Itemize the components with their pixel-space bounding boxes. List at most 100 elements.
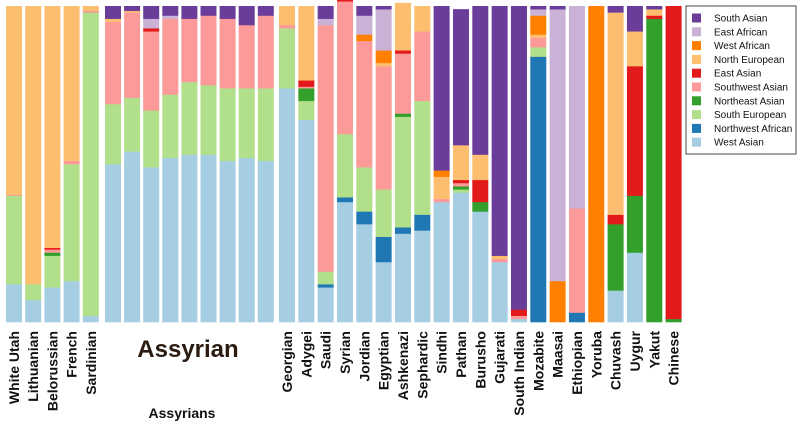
segment-west-asian [298, 119, 315, 323]
segment-west-asian [238, 157, 255, 323]
legend-swatch-northeast-asian [692, 96, 701, 106]
segment-west-asian [162, 157, 179, 323]
bar-burusho [472, 6, 489, 323]
segment-north-european [105, 18, 121, 23]
segment-west-asian [433, 201, 450, 323]
segment-north-european [394, 2, 411, 51]
population-labels: White Utah Lithuanian Belorussian French Sar… [6, 330, 682, 415]
segment-south-european [82, 12, 99, 316]
assyrian-group-label: Assyrian [137, 336, 238, 363]
segment-north-european [491, 255, 508, 260]
segment-southwest-asian [298, 86, 315, 89]
segment-west-asian [257, 160, 274, 323]
segment-west-african [530, 15, 547, 35]
bar-egyptian [375, 6, 392, 323]
bar-sephardic [414, 6, 431, 323]
legend-swatch-east-african [692, 27, 701, 37]
segment-north-european [279, 6, 295, 26]
segment-south-asian [510, 6, 527, 310]
segment-east-african [375, 9, 392, 51]
segment-north-european [63, 6, 80, 162]
segment-southwest-asian [433, 198, 450, 203]
segment-west-asian [452, 192, 469, 323]
segment-south-european [356, 167, 373, 212]
legend-label-east-asian: East Asian [714, 69, 761, 80]
legend-swatch-northwest-african [692, 123, 701, 133]
segment-north-european [414, 6, 431, 32]
segment-south-european [394, 116, 411, 228]
segment-east-african [317, 18, 334, 26]
legend-label-east-african: East African [714, 27, 767, 38]
segment-south-asian [607, 6, 624, 13]
segment-north-european [530, 34, 547, 38]
segment-north-european [124, 10, 141, 13]
segment-southwest-asian [530, 37, 547, 48]
tick-label-chinese: Chinese [666, 331, 682, 386]
segment-south-asian [491, 6, 508, 256]
segment-west-asian [25, 299, 42, 323]
legend-swatch-west-asian [692, 137, 701, 147]
segment-south-asian [219, 6, 236, 19]
segment-east-asian [298, 80, 315, 87]
segment-north-european [82, 6, 99, 12]
bar-assyrian-2 [124, 6, 141, 323]
segment-northwest-african [530, 56, 547, 323]
segment-southwest-asian [105, 21, 121, 105]
segment-west-asian [181, 154, 198, 323]
segment-east-african [530, 9, 547, 16]
segment-south-european [530, 47, 547, 57]
segment-west-asian [356, 224, 373, 323]
segment-southwest-asian [82, 10, 99, 13]
segment-northeast-asian [472, 201, 489, 212]
segment-southwest-asian [491, 258, 508, 263]
segment-west-asian [200, 154, 217, 323]
bar-assyrian-8 [238, 6, 255, 323]
segment-northwest-african [414, 214, 431, 231]
segment-south-european [124, 97, 141, 152]
segment-south-asian [356, 6, 373, 16]
segment-south-european [317, 271, 334, 285]
segment-northwest-african [375, 236, 392, 263]
segment-south-asian [549, 6, 566, 10]
tick-label-gujarati: Gujarati [492, 331, 508, 384]
legend-label-west-african: West African [714, 41, 770, 52]
tick-label-georgian: Georgian [279, 331, 295, 392]
segment-south-asian [452, 9, 469, 146]
bar-assyrian-1 [105, 6, 121, 323]
segment-east-asian [665, 6, 682, 320]
segment-west-asian [414, 230, 431, 323]
segment-south-european [44, 255, 61, 288]
segment-south-asian [317, 6, 334, 19]
segment-southwest-asian [568, 208, 585, 313]
segment-north-european [298, 6, 315, 81]
segment-south-european [336, 133, 353, 198]
segment-south-european [375, 189, 392, 237]
segment-east-asian [143, 28, 160, 32]
segment-north-european [646, 9, 663, 16]
segment-south-european [279, 28, 295, 89]
segment-east-african [143, 18, 160, 29]
bar-maasai [549, 6, 566, 323]
legend-swatch-south-european [692, 110, 701, 120]
tick-label-belorussian: Belorussian [44, 331, 60, 411]
tick-label-adygei: Adygei [298, 331, 314, 378]
bar-ethiopian [568, 6, 585, 323]
segment-west-african [433, 170, 450, 177]
bar-french [63, 6, 80, 323]
bar-white-utah [6, 6, 22, 323]
segment-southwest-asian [414, 31, 431, 102]
segment-southwest-asian [181, 18, 198, 83]
segment-south-asian [472, 6, 489, 155]
segment-east-african [568, 6, 585, 209]
segment-north-european [44, 6, 61, 249]
segment-southwest-asian [394, 53, 411, 114]
segment-west-african [356, 34, 373, 42]
segment-west-asian [394, 233, 411, 323]
tick-label-uygur: Uygur [627, 330, 643, 371]
segment-north-european [25, 6, 42, 285]
segment-southwest-asian [200, 15, 217, 86]
segment-northeast-asian [298, 88, 315, 102]
segment-east-asian [607, 214, 624, 225]
segment-east-african [549, 9, 566, 282]
tick-label-sindhi: Sindhi [434, 331, 450, 374]
